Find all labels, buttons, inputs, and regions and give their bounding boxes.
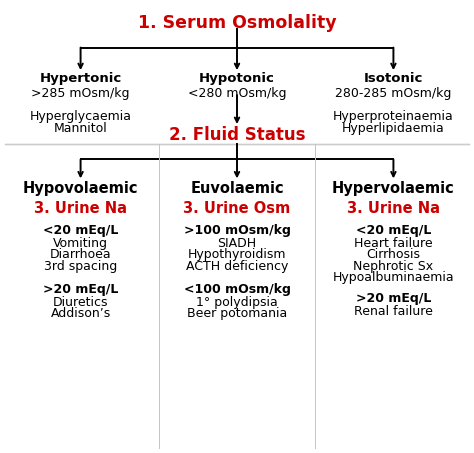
Text: 2. Fluid Status: 2. Fluid Status [169,126,305,144]
Text: Hypothyroidism: Hypothyroidism [188,248,286,261]
Text: SIADH: SIADH [218,237,256,250]
Text: 3rd spacing: 3rd spacing [44,260,117,273]
Text: Hypoalbuminaemia: Hypoalbuminaemia [333,271,454,284]
Text: Vomiting: Vomiting [53,237,108,250]
Text: <20 mEq/L: <20 mEq/L [43,224,118,237]
Text: Renal failure: Renal failure [354,305,433,318]
Text: ACTH deficiency: ACTH deficiency [186,260,288,273]
Text: Mannitol: Mannitol [54,122,108,135]
Text: 1. Serum Osmolality: 1. Serum Osmolality [137,14,337,33]
Text: Hypovolaemic: Hypovolaemic [23,181,138,196]
Text: Hypervolaemic: Hypervolaemic [332,181,455,196]
Text: Cirrhosis: Cirrhosis [366,248,420,261]
Text: >20 mEq/L: >20 mEq/L [43,283,118,296]
Text: 280-285 mOsm/kg: 280-285 mOsm/kg [335,87,452,100]
Text: <280 mOsm/kg: <280 mOsm/kg [188,87,286,100]
Text: 1° polydipsia: 1° polydipsia [196,296,278,309]
Text: Hyperlipidaemia: Hyperlipidaemia [342,122,445,135]
Text: Hyperglycaemia: Hyperglycaemia [29,110,132,123]
Text: Beer potomania: Beer potomania [187,307,287,320]
Text: Nephrotic Sx: Nephrotic Sx [353,260,434,273]
Text: >20 mEq/L: >20 mEq/L [356,292,431,305]
Text: Diarrhoea: Diarrhoea [50,248,111,261]
Text: 3. Urine Na: 3. Urine Na [34,201,127,216]
Text: Heart failure: Heart failure [354,237,433,250]
Text: 3. Urine Na: 3. Urine Na [347,201,440,216]
Text: Addison’s: Addison’s [50,307,111,320]
Text: Hypotonic: Hypotonic [199,72,275,86]
Text: <100 mOsm/kg: <100 mOsm/kg [183,283,291,296]
Text: <20 mEq/L: <20 mEq/L [356,224,431,237]
Text: Isotonic: Isotonic [364,72,423,86]
Text: Hypertonic: Hypertonic [39,72,122,86]
Text: Hyperproteinaemia: Hyperproteinaemia [333,110,454,123]
Text: >285 mOsm/kg: >285 mOsm/kg [31,87,130,100]
Text: Euvolaemic: Euvolaemic [190,181,284,196]
Text: 3. Urine Osm: 3. Urine Osm [183,201,291,216]
Text: >100 mOsm/kg: >100 mOsm/kg [183,224,291,237]
Text: Diuretics: Diuretics [53,296,109,309]
